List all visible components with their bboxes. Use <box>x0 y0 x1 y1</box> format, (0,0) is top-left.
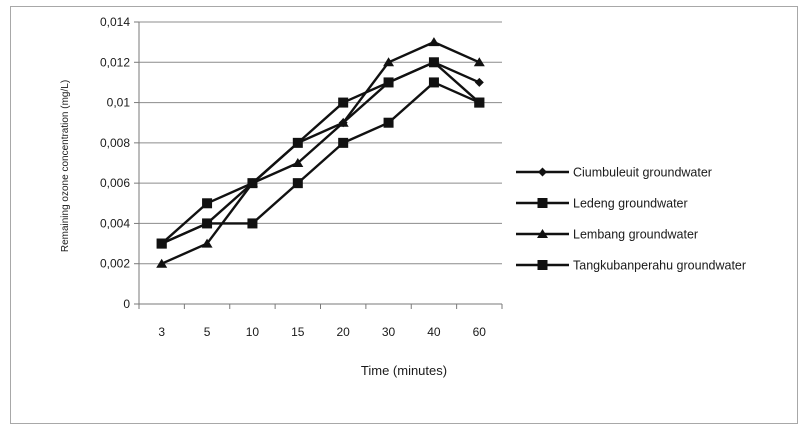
data-point <box>473 57 485 67</box>
legend-label: Ledeng groundwater <box>573 197 688 211</box>
legend-marker <box>538 167 547 177</box>
legend-item: Ledeng groundwater <box>516 197 688 211</box>
axes <box>134 21 503 309</box>
y-tick-label: 0,01 <box>107 96 131 110</box>
data-point <box>428 77 439 88</box>
legend-label: Tangkubanperahu groundwater <box>573 259 746 273</box>
series-line <box>161 40 480 265</box>
data-point <box>337 117 349 127</box>
x-tick-label: 5 <box>204 325 211 339</box>
data-point <box>246 178 258 188</box>
legend-marker <box>537 198 548 208</box>
data-point <box>383 117 394 128</box>
data-point <box>474 97 485 108</box>
x-tick-label: 60 <box>473 325 487 339</box>
data-point <box>292 178 303 189</box>
y-tick-label: 0,004 <box>100 216 130 230</box>
x-axis-title: Time (minutes) <box>361 363 447 378</box>
x-tick-labels: 3 5 10 15 20 30 40 60 <box>158 325 486 339</box>
series-group <box>156 37 485 268</box>
y-tick-label: 0,014 <box>100 15 130 29</box>
y-tick-label: 0,006 <box>100 176 130 190</box>
series-line <box>161 81 480 245</box>
y-tick-label: 0,012 <box>100 55 130 69</box>
data-point <box>383 77 394 88</box>
x-tick-label: 40 <box>427 325 441 339</box>
legend-marker <box>537 229 548 238</box>
x-tick-label: 20 <box>337 325 351 339</box>
y-tick-label: 0,008 <box>100 136 130 150</box>
series-4 <box>156 77 485 249</box>
data-point <box>247 218 258 229</box>
data-point <box>202 198 213 209</box>
series-line <box>161 61 480 245</box>
legend-marker <box>537 260 548 270</box>
data-point <box>292 137 303 148</box>
legend-item: Ciumbuleuit groundwater <box>516 166 712 180</box>
legend: Ciumbuleuit groundwater Ledeng groundwate… <box>516 166 746 273</box>
y-axis-title: Remaining ozone concentration (mg/L) <box>60 80 71 252</box>
data-point <box>383 57 395 67</box>
data-point <box>428 57 439 68</box>
data-point <box>428 37 440 47</box>
y-tick-labels: 0 0,002 0,004 0,006 0,008 0,01 0,012 0,014 <box>100 15 130 311</box>
data-point <box>156 238 167 249</box>
x-tick-label: 10 <box>246 325 260 339</box>
legend-label: Ciumbuleuit groundwater <box>573 166 712 180</box>
legend-label: Lembang groundwater <box>573 228 698 242</box>
data-point <box>201 238 213 248</box>
data-point <box>338 97 349 108</box>
data-point <box>292 158 304 167</box>
legend-item: Lembang groundwater <box>516 228 698 242</box>
x-tick-label: 30 <box>382 325 396 339</box>
legend-item: Tangkubanperahu groundwater <box>516 259 746 273</box>
series-3 <box>156 37 485 268</box>
y-tick-label: 0 <box>123 297 130 311</box>
series-line <box>160 61 481 245</box>
x-tick-label: 15 <box>291 325 305 339</box>
data-point <box>156 258 168 268</box>
y-tick-label: 0,002 <box>100 257 130 271</box>
data-point <box>338 137 349 148</box>
data-point <box>202 218 213 229</box>
x-tick-label: 3 <box>158 325 165 339</box>
grid-lines <box>139 21 502 265</box>
data-point <box>474 77 484 87</box>
